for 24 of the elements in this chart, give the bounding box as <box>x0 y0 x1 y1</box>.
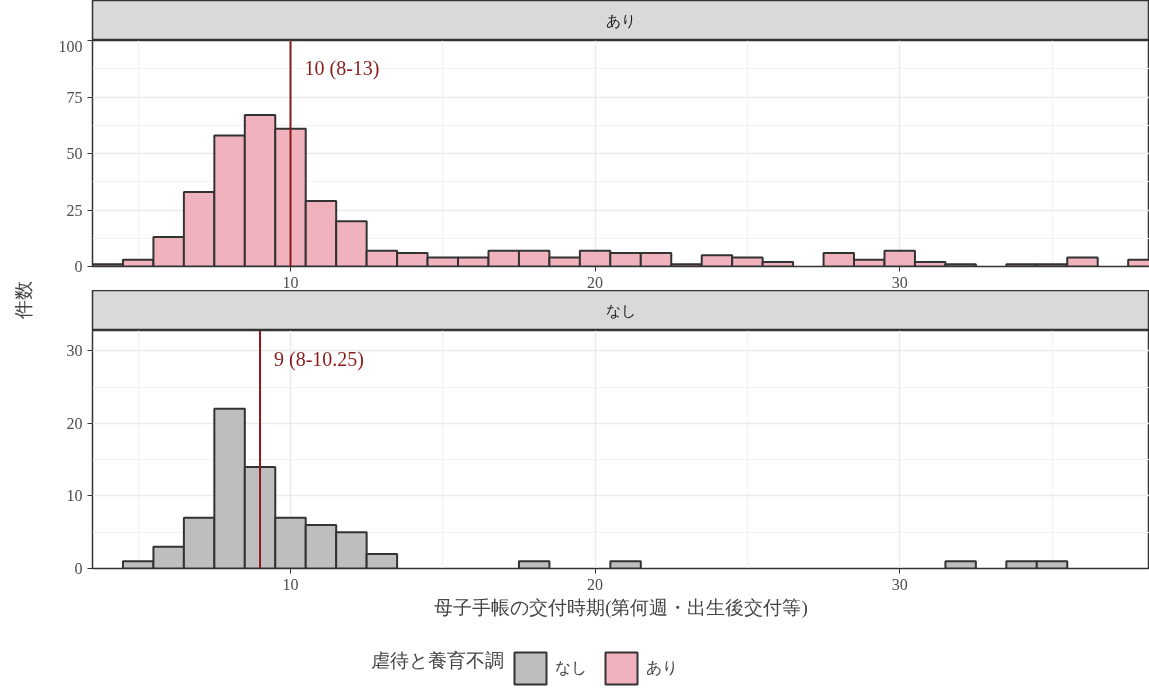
legend-label: あり <box>646 657 678 678</box>
y-tick-label: 20 <box>66 414 83 432</box>
legend-title: 虐待と養育不調 <box>370 650 504 671</box>
x-tick-label: 20 <box>587 273 604 291</box>
x-tick-label: 10 <box>282 575 299 593</box>
y-tick-label: 100 <box>58 37 83 55</box>
x-tick-label: 30 <box>891 575 908 593</box>
ref-line-label: 10 (8-13) <box>304 56 380 80</box>
x-tick-label: 20 <box>587 575 604 593</box>
chart-title: あり <box>606 12 636 29</box>
y-tick-label: 25 <box>66 201 83 219</box>
y-tick-label: 75 <box>66 88 83 106</box>
y-tick-label: 30 <box>66 342 83 360</box>
ref-line-label: 9 (8-10.25) <box>274 348 365 372</box>
x-tick-label: 10 <box>282 273 299 291</box>
x-tick-label: 30 <box>891 273 908 291</box>
y-tick-label: 10 <box>66 487 83 505</box>
y-tick-label: 50 <box>66 145 83 162</box>
y-axis-title: 件数 <box>13 281 35 320</box>
y-tick-label: 0 <box>74 560 83 577</box>
y-tick-label: 0 <box>74 258 83 275</box>
legend-label: なし <box>555 657 587 678</box>
x-axis-title: 母子手帳の交付時期(第何週・出生後交付等) <box>434 596 808 619</box>
chart-title: なし <box>606 302 636 319</box>
